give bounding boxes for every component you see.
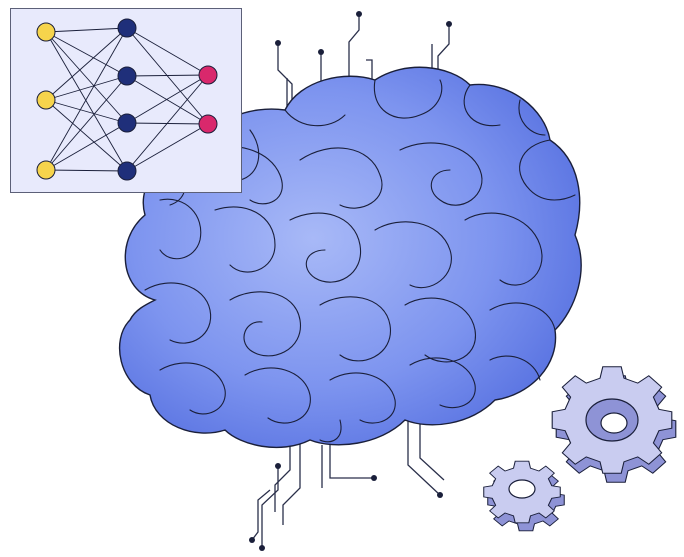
input-node <box>36 22 56 42</box>
network-nodes <box>36 18 218 181</box>
network-link <box>45 27 128 33</box>
hidden-node <box>117 18 137 38</box>
network-link <box>126 74 209 124</box>
network-link <box>45 99 128 172</box>
network-link <box>45 169 128 172</box>
neural-network-diagram <box>10 8 242 193</box>
network-link <box>45 31 128 172</box>
circuit-terminals <box>249 11 452 551</box>
output-node <box>198 114 218 134</box>
network-link <box>126 27 209 76</box>
network-link <box>45 75 128 101</box>
network-link <box>126 123 209 172</box>
input-node <box>36 160 56 180</box>
network-link <box>45 31 128 77</box>
network-link <box>126 74 209 172</box>
network-link <box>45 99 128 124</box>
input-node <box>36 90 56 110</box>
hidden-node <box>117 113 137 133</box>
network-link <box>126 75 209 125</box>
output-node <box>198 65 218 85</box>
network-link <box>45 27 128 101</box>
network-link <box>45 75 128 171</box>
network-link <box>126 74 209 77</box>
network-link <box>45 31 128 124</box>
network-connections <box>45 27 209 172</box>
gear-icon <box>483 460 565 532</box>
network-link <box>45 122 128 171</box>
network-link <box>126 27 209 125</box>
circuit-wires <box>251 14 450 548</box>
hidden-node <box>117 66 137 86</box>
gear-icon <box>551 366 677 483</box>
hidden-node <box>117 161 137 181</box>
network-link <box>45 27 128 171</box>
